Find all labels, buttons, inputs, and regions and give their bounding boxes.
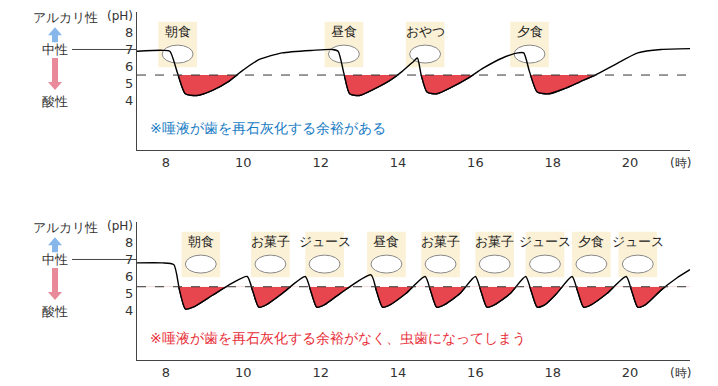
svg-text:(pH): (pH) [107,9,133,23]
svg-text:8: 8 [125,235,133,250]
svg-text:12: 12 [312,365,329,380]
svg-text:6: 6 [125,269,133,284]
svg-text:10: 10 [235,155,252,170]
svg-text:4: 4 [125,303,133,318]
svg-text:6: 6 [125,59,133,74]
svg-text:12: 12 [312,155,329,170]
svg-text:お菓子: お菓子 [251,234,290,249]
svg-text:(pH): (pH) [107,219,133,233]
svg-text:お菓子: お菓子 [421,234,460,249]
svg-text:昼食: 昼食 [373,234,399,249]
svg-text:ジュース: ジュース [299,234,351,249]
svg-text:16: 16 [467,155,484,170]
svg-text:ジュース: ジュース [519,234,571,249]
svg-text:8: 8 [162,155,170,170]
svg-text:7: 7 [125,252,133,267]
svg-text:5: 5 [125,76,133,91]
svg-text:おやつ: おやつ [406,24,445,39]
svg-text:酸性: 酸性 [42,94,68,109]
svg-text:アルカリ性: アルカリ性 [33,220,98,235]
svg-text:※唾液が歯を再石灰化する余裕がある: ※唾液が歯を再石灰化する余裕がある [150,120,386,136]
svg-text:(時): (時) [670,366,691,380]
svg-text:8: 8 [162,365,170,380]
svg-text:中性: 中性 [42,42,68,57]
svg-text:18: 18 [544,155,561,170]
svg-text:ジュース: ジュース [612,234,664,249]
svg-text:中性: 中性 [42,252,68,267]
svg-text:昼食: 昼食 [331,24,357,39]
svg-text:※唾液が歯を再石灰化する余裕がなく、虫歯になってしまう: ※唾液が歯を再石灰化する余裕がなく、虫歯になってしまう [150,330,526,346]
svg-text:20: 20 [622,155,639,170]
svg-text:お菓子: お菓子 [475,234,514,249]
svg-text:10: 10 [235,365,252,380]
svg-text:4: 4 [125,93,133,108]
svg-text:夕食: 夕食 [578,234,604,249]
svg-text:18: 18 [544,365,561,380]
svg-text:朝食: 朝食 [165,24,191,39]
svg-text:アルカリ性: アルカリ性 [33,10,98,25]
svg-text:14: 14 [390,365,407,380]
svg-text:14: 14 [390,155,407,170]
svg-text:16: 16 [467,365,484,380]
svg-text:酸性: 酸性 [42,304,68,319]
svg-text:5: 5 [125,286,133,301]
svg-text:8: 8 [125,25,133,40]
svg-text:20: 20 [622,365,639,380]
svg-text:夕食: 夕食 [517,24,543,39]
svg-text:(時): (時) [670,156,691,170]
svg-text:朝食: 朝食 [188,234,214,249]
svg-text:7: 7 [125,42,133,57]
